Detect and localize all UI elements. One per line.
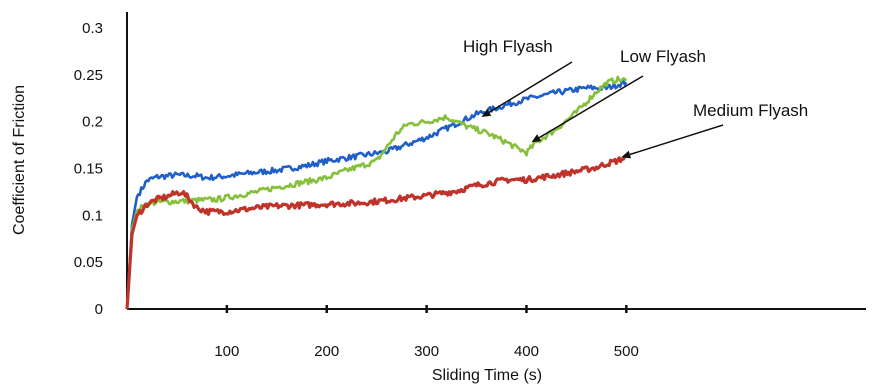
x-tick-label-200: 200 [314, 343, 339, 360]
annotation-high-flyash-arrowhead [481, 108, 492, 117]
x-tick-label-500: 500 [614, 343, 639, 360]
annotation-medium-flyash: Medium Flyash [621, 101, 808, 159]
y-tick-label-0.15: 0.15 [74, 161, 103, 178]
y-tick-label-0.2: 0.2 [82, 114, 103, 131]
series-line-high-flyash [125, 79, 628, 310]
y-tick-label-0.05: 0.05 [74, 254, 103, 271]
annotation-high-flyash: High Flyash [463, 37, 573, 117]
x-axis-title: Sliding Time (s) [432, 367, 542, 384]
y-tick-label-0.25: 0.25 [74, 67, 103, 84]
series-line-medium-flyash [125, 154, 628, 310]
annotation-low-flyash-arrowhead [531, 134, 542, 143]
y-axis-ticks: 0 0.05 0.1 0.15 0.2 0.25 0.3 [74, 20, 103, 318]
annotation-high-flyash-arrow [488, 61, 573, 113]
y-tick-label-0.1: 0.1 [82, 207, 103, 224]
y-tick-label-0: 0 [95, 301, 103, 318]
y-tick-label-0.3: 0.3 [82, 20, 103, 37]
y-axis-title: Coefficient of Friction [11, 85, 28, 235]
annotation-medium-flyash-label: Medium Flyash [693, 101, 808, 120]
x-tick-label-300: 300 [414, 343, 439, 360]
x-tick-label-100: 100 [214, 343, 239, 360]
annotation-high-flyash-label: High Flyash [463, 37, 553, 56]
annotation-medium-flyash-arrowhead [621, 150, 632, 159]
annotation-low-flyash-arrow [538, 75, 644, 139]
series-lines [125, 75, 628, 310]
series-line-low-flyash [125, 75, 628, 310]
annotation-low-flyash-label: Low Flyash [620, 47, 706, 66]
x-axis-ticks: 100 200 300 400 500 [214, 305, 639, 360]
x-tick-label-400: 400 [514, 343, 539, 360]
annotation-medium-flyash-arrow [629, 124, 724, 156]
plot-area: 100 200 300 400 500 0 0.05 0.1 0.15 0.2 0.25 0.3 [74, 12, 866, 360]
annotation-low-flyash: Low Flyash [531, 47, 706, 143]
